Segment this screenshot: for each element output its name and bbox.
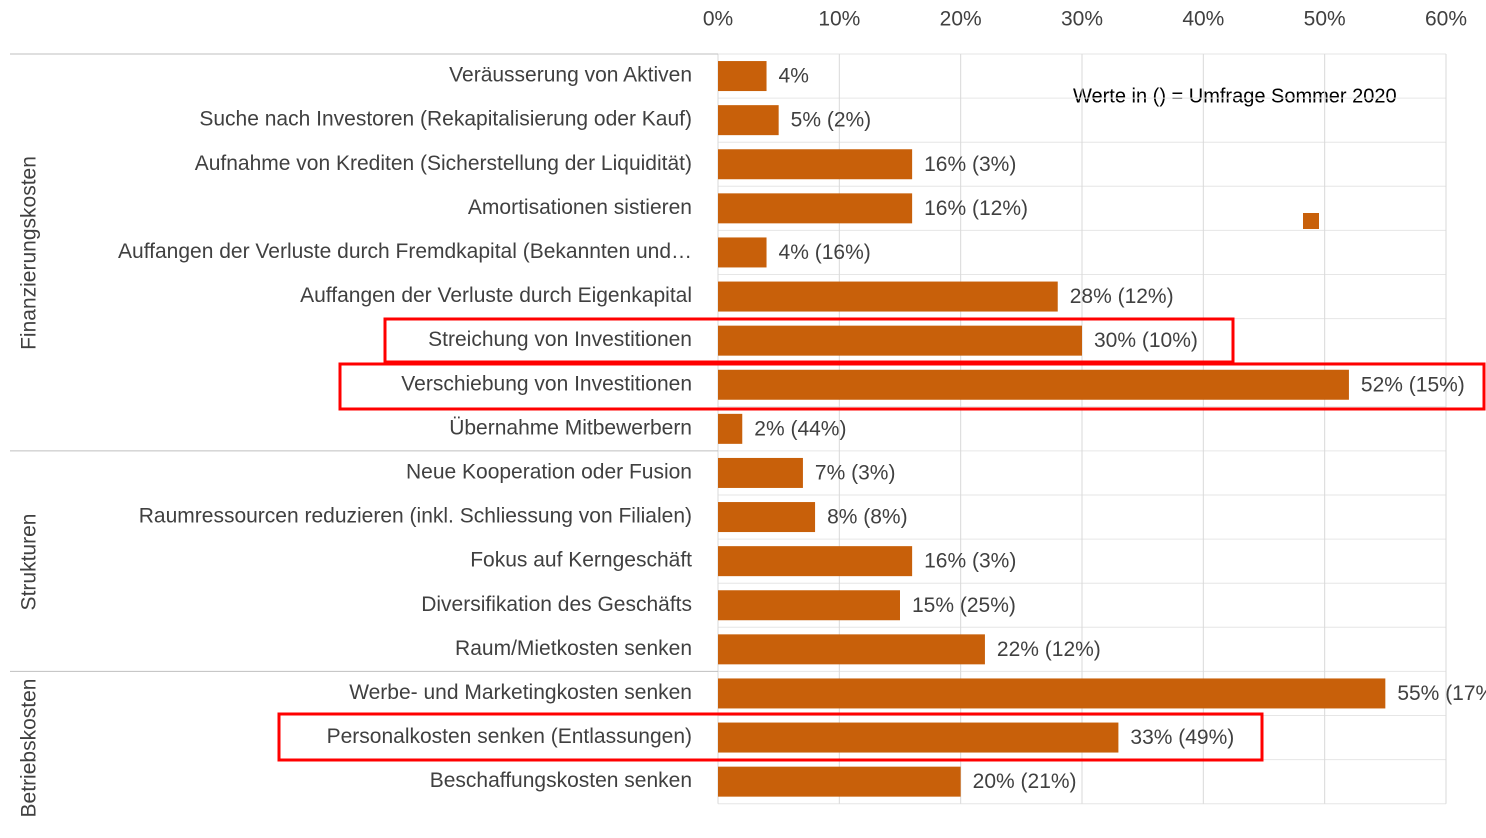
bar bbox=[718, 502, 816, 533]
bar bbox=[718, 149, 913, 180]
category-label: Verschiebung von Investitionen bbox=[401, 372, 692, 395]
bar bbox=[718, 546, 913, 577]
value-label: 7% (3%) bbox=[815, 461, 896, 484]
category-label: Aufnahme von Krediten (Sicherstellung de… bbox=[195, 152, 692, 175]
category-label: Raumressourcen reduzieren (inkl. Schlies… bbox=[139, 505, 692, 528]
group-label: Strukturen bbox=[18, 514, 41, 611]
bar bbox=[718, 590, 900, 621]
value-label: 22% (12%) bbox=[997, 638, 1101, 661]
legend-swatch bbox=[1303, 213, 1319, 229]
bar bbox=[718, 281, 1058, 312]
bar bbox=[718, 766, 961, 797]
x-tick-label: 40% bbox=[1182, 8, 1224, 31]
x-tick-label: 50% bbox=[1304, 8, 1346, 31]
value-label: 5% (2%) bbox=[791, 109, 872, 132]
category-label: Auffangen der Verluste durch Fremdkapita… bbox=[118, 240, 692, 263]
value-label: 30% (10%) bbox=[1094, 329, 1198, 352]
category-label: Neue Kooperation oder Fusion bbox=[406, 460, 692, 483]
bar bbox=[718, 61, 767, 92]
value-label: 16% (3%) bbox=[924, 153, 1016, 176]
category-label: Suche nach Investoren (Rekapitalisierung… bbox=[199, 108, 692, 131]
bar bbox=[718, 678, 1386, 709]
x-tick-label: 60% bbox=[1425, 8, 1467, 31]
bar bbox=[718, 722, 1119, 753]
bar bbox=[718, 325, 1082, 356]
value-label: 15% (25%) bbox=[912, 594, 1016, 617]
category-label: Raum/Mietkosten senken bbox=[455, 637, 692, 660]
bar bbox=[718, 237, 767, 268]
value-label: 8% (8%) bbox=[827, 506, 908, 529]
bar bbox=[718, 193, 913, 224]
category-label: Veräusserung von Aktiven bbox=[449, 64, 692, 87]
x-tick-label: 30% bbox=[1061, 8, 1103, 31]
bar bbox=[718, 634, 985, 665]
highlight-box bbox=[383, 317, 1235, 364]
value-label: 2% (44%) bbox=[754, 417, 846, 440]
annotation: Werte in () = Umfrage Sommer 2020 bbox=[1073, 85, 1397, 107]
value-label: 33% (49%) bbox=[1130, 726, 1234, 749]
category-label: Fokus auf Kerngeschäft bbox=[470, 549, 692, 572]
value-label: 4% (16%) bbox=[779, 241, 871, 264]
value-label: 28% (12%) bbox=[1070, 285, 1174, 308]
value-label: 55% (17%) bbox=[1397, 682, 1486, 705]
category-label: Diversifikation des Geschäfts bbox=[421, 593, 692, 616]
category-label: Übernahme Mitbewerbern bbox=[449, 416, 692, 439]
value-label: 52% (15%) bbox=[1361, 373, 1465, 396]
value-label: 16% (12%) bbox=[924, 197, 1028, 220]
x-tick-label: 0% bbox=[703, 8, 733, 31]
category-label: Beschaffungskosten senken bbox=[430, 769, 692, 792]
bar bbox=[718, 369, 1349, 400]
group-label: Betriebskosten bbox=[18, 679, 41, 818]
x-tick-label: 20% bbox=[940, 8, 982, 31]
category-label: Auffangen der Verluste durch Eigenkapita… bbox=[300, 284, 692, 307]
category-label: Amortisationen sistieren bbox=[468, 196, 692, 219]
bar bbox=[718, 105, 779, 136]
group-label: Finanzierungskosten bbox=[18, 156, 41, 350]
highlight-box bbox=[338, 362, 1486, 411]
category-label: Personalkosten senken (Entlassungen) bbox=[327, 725, 692, 748]
x-tick-label: 10% bbox=[818, 8, 860, 31]
bar bbox=[718, 457, 803, 488]
value-label: 16% (3%) bbox=[924, 550, 1016, 573]
category-label: Streichung von Investitionen bbox=[428, 328, 692, 351]
bar bbox=[718, 413, 743, 444]
value-label: 20% (21%) bbox=[973, 770, 1077, 793]
value-label: 4% bbox=[779, 65, 809, 88]
highlight-box bbox=[277, 712, 1264, 762]
category-label: Werbe- und Marketingkosten senken bbox=[349, 681, 692, 704]
